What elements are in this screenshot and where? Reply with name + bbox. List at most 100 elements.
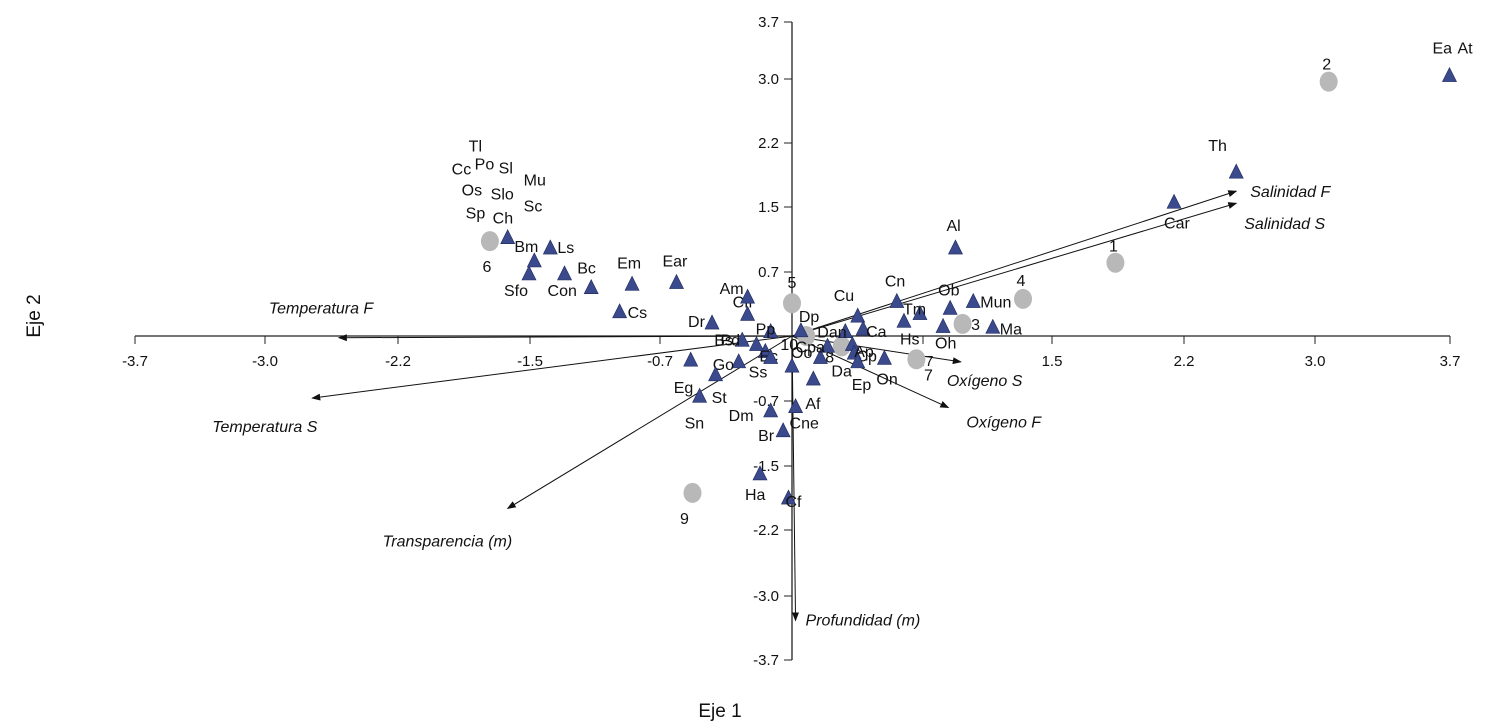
species-marker-bm bbox=[526, 252, 542, 268]
species-marker-go bbox=[731, 353, 747, 369]
species-marker-br bbox=[775, 422, 791, 438]
species-marker-ch bbox=[500, 229, 516, 245]
vector-label-ox-geno-f: Oxígeno F bbox=[966, 415, 1042, 432]
species-marker-ha bbox=[752, 465, 768, 481]
species-label-slo: Slo bbox=[491, 187, 514, 204]
vector-label-ox-geno-s: Oxígeno S bbox=[947, 373, 1023, 390]
species-marker-ss bbox=[763, 348, 779, 364]
site-marker-4 bbox=[1014, 288, 1033, 309]
species-marker-ca bbox=[855, 320, 871, 336]
species-label-dr: Dr bbox=[688, 314, 706, 331]
site-label-4: 4 bbox=[1017, 273, 1026, 290]
species-label-dan: Dan bbox=[817, 325, 846, 342]
species-marker-bs bbox=[734, 331, 750, 347]
species-marker-pp bbox=[763, 323, 779, 338]
site-label-5: 5 bbox=[788, 275, 797, 292]
species-marker-em bbox=[624, 275, 640, 291]
species-marker-st bbox=[708, 366, 724, 382]
species-marker-cu bbox=[850, 307, 866, 323]
species-label-pd: Pd bbox=[720, 333, 740, 350]
site-marker-7 bbox=[907, 349, 926, 370]
y-tick-label: 3.0 bbox=[758, 71, 779, 88]
species-label-oo: Oo bbox=[791, 345, 812, 362]
vector-ox-geno-s bbox=[791, 335, 962, 365]
species-label-at: At bbox=[1458, 41, 1474, 58]
sites: 1 2 3 4 5 6 7 8 9 10 bbox=[480, 57, 1338, 528]
species-marker-am bbox=[740, 288, 756, 304]
species-label-cn: Cn bbox=[885, 274, 905, 291]
species-marker-ls bbox=[542, 239, 558, 255]
species-label-cc: Cc bbox=[452, 162, 472, 179]
species-marker-da bbox=[812, 348, 828, 364]
vector-profundidad-m bbox=[791, 335, 799, 622]
species-label-cne: Cne bbox=[790, 416, 819, 433]
species-label-af: Af bbox=[805, 396, 821, 413]
y-tick-label: -3.7 bbox=[753, 652, 779, 669]
x-axis-label: Eje 1 bbox=[698, 701, 741, 722]
site-label-10: 10 bbox=[780, 337, 798, 354]
species-marker-th bbox=[1228, 163, 1244, 179]
species-marker-ear bbox=[669, 273, 684, 289]
y-tick-label: 1.5 bbox=[758, 199, 779, 216]
site-marker-1 bbox=[1106, 252, 1125, 273]
species-marker-ep bbox=[850, 353, 866, 369]
species-label-ma: Ma bbox=[1000, 321, 1022, 338]
y-tick-label: -0.7 bbox=[753, 393, 779, 410]
species-label-ob: Ob bbox=[938, 282, 959, 299]
species-label-ha: Ha bbox=[745, 487, 766, 504]
species-marker-ea bbox=[1442, 66, 1457, 82]
species-label-am: Am bbox=[720, 281, 744, 298]
vector-label-transparencia-m: Transparencia (m) bbox=[383, 533, 513, 550]
site-marker-6 bbox=[480, 231, 499, 252]
x-tick-label: -0.7 bbox=[647, 353, 673, 370]
x-tick-label: -3.0 bbox=[252, 353, 278, 370]
species-label-ep: Ep bbox=[852, 377, 872, 394]
species-label-ch: Ch bbox=[493, 211, 513, 228]
y-axis-label: Eje 2 bbox=[24, 294, 45, 337]
site-marker-3 bbox=[953, 313, 972, 334]
species-label-al: Al bbox=[946, 218, 960, 235]
x-tick-label: 3.0 bbox=[1305, 353, 1326, 370]
species-label-ea: Ea bbox=[1433, 41, 1453, 58]
species-marker-dan bbox=[837, 323, 853, 338]
x-tick-label: -3.7 bbox=[122, 353, 148, 370]
site-label-7: 7 bbox=[924, 367, 933, 384]
y-tick-label: 2.2 bbox=[758, 135, 779, 152]
species-label-os: Os bbox=[462, 183, 482, 200]
environmental-vectors: Salinidad F Salinidad S Temperatura F Tempe… bbox=[212, 184, 1331, 629]
species-label-da: Da bbox=[831, 364, 852, 381]
y-tick-label: -2.2 bbox=[753, 522, 779, 539]
species-label-bc: Bc bbox=[577, 261, 596, 278]
species-marker-pd bbox=[748, 335, 764, 351]
species-label-mun: Mun bbox=[980, 295, 1011, 312]
site-marker-8 bbox=[832, 336, 851, 357]
species-label-tm: Tm bbox=[903, 302, 926, 319]
species-marker-bc bbox=[583, 279, 599, 295]
species-marker-sn bbox=[692, 387, 708, 403]
species-label-bm: Bm bbox=[514, 239, 538, 256]
species-label-bs: Bs bbox=[714, 332, 733, 349]
species-label-car: Car bbox=[1164, 215, 1190, 232]
y-tick-label: 3.7 bbox=[758, 14, 779, 31]
species-label-sp: Sp bbox=[466, 206, 486, 223]
site-label-8: 8 bbox=[825, 349, 834, 366]
x-tick-label: -1.5 bbox=[517, 353, 543, 370]
species-label-go: Go bbox=[713, 357, 734, 374]
species-marker-dm bbox=[763, 402, 779, 418]
species-label-dp: Dp bbox=[799, 309, 820, 326]
vector-label-temperatura-s: Temperatura S bbox=[212, 419, 318, 436]
species-label-on: On bbox=[876, 371, 897, 388]
site-label-9: 9 bbox=[680, 511, 689, 528]
species-marker-sfo bbox=[521, 265, 537, 281]
vector-ox-geno-f bbox=[791, 335, 950, 409]
x-tick-label: -2.2 bbox=[385, 353, 411, 370]
site-marker-9 bbox=[683, 482, 702, 503]
y-tick-label: 0.7 bbox=[758, 264, 779, 281]
x-tick-label: 2.2 bbox=[1174, 353, 1195, 370]
species-marker-con bbox=[557, 265, 573, 281]
species-marker-al bbox=[948, 239, 963, 255]
vector-label-salinidad-f: Salinidad F bbox=[1250, 184, 1331, 201]
species-marker-cn bbox=[889, 292, 905, 308]
